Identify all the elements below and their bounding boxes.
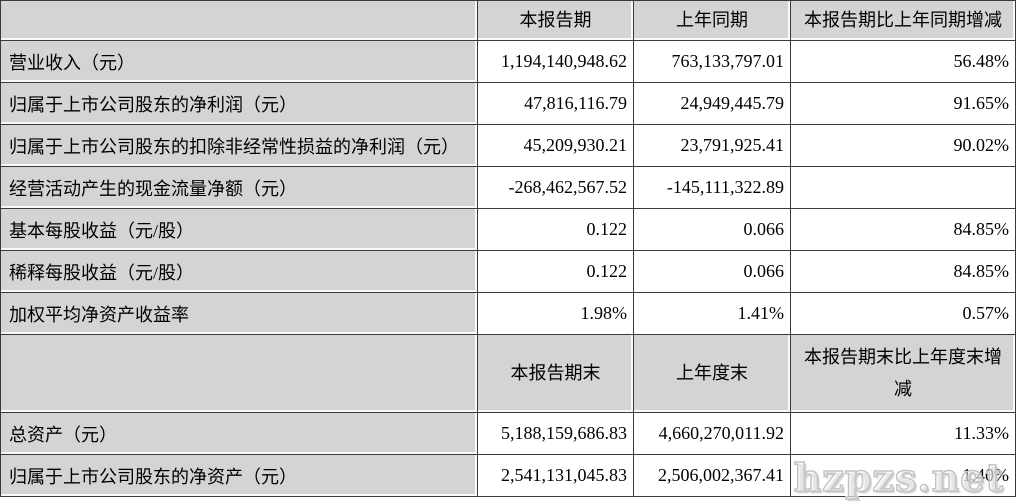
row-net-profit: 归属于上市公司股东的净利润（元） 47,816,116.79 24,949,44… [0, 82, 1016, 125]
row-weighted-average-roe: 加权平均净资产收益率 1.98% 1.41% 0.57% [0, 292, 1016, 335]
value-prior-period: 1.41% [633, 292, 791, 335]
value-prior-period: 23,791,925.41 [633, 124, 791, 167]
endpoint-header-current: 本报告期末 [477, 334, 634, 413]
metric-label: 归属于上市公司股东的净利润（元） [0, 82, 478, 125]
metric-label: 经营活动产生的现金流量净额（元） [0, 166, 478, 209]
value-current-period: -268,462,567.52 [477, 166, 634, 209]
period-header-current: 本报告期 [477, 0, 634, 41]
value-current-period: 45,209,930.21 [477, 124, 634, 167]
endpoint-header-prior: 上年度末 [633, 334, 791, 413]
value-current-period: 1.98% [477, 292, 634, 335]
metric-label: 总资产（元） [0, 412, 478, 455]
value-current-period: 0.122 [477, 250, 634, 293]
value-change: 1.40% [790, 454, 1016, 497]
period-header-change: 本报告期比上年同期增减 [790, 0, 1016, 41]
value-current-period: 47,816,116.79 [477, 82, 634, 125]
value-current-period: 1,194,140,948.62 [477, 40, 634, 83]
period-header-row: 本报告期 上年同期 本报告期比上年同期增减 [0, 0, 1016, 41]
metric-label: 归属于上市公司股东的扣除非经常性损益的净利润（元） [0, 124, 478, 167]
metric-label: 加权平均净资产收益率 [0, 292, 478, 335]
value-change: 91.65% [790, 82, 1016, 125]
row-operating-revenue: 营业收入（元） 1,194,140,948.62 763,133,797.01 … [0, 40, 1016, 83]
row-net-profit-deducting-nonrecurring: 归属于上市公司股东的扣除非经常性损益的净利润（元） 45,209,930.21 … [0, 124, 1016, 167]
value-prior-period: 763,133,797.01 [633, 40, 791, 83]
row-operating-cash-flow: 经营活动产生的现金流量净额（元） -268,462,567.52 -145,11… [0, 166, 1016, 209]
value-change [790, 166, 1016, 209]
period-header-empty-cell [0, 0, 478, 41]
metric-label: 稀释每股收益（元/股） [0, 250, 478, 293]
value-prior-period: 0.066 [633, 208, 791, 251]
value-prior-period: 4,660,270,011.92 [633, 412, 791, 455]
row-total-assets: 总资产（元） 5,188,159,686.83 4,660,270,011.92… [0, 412, 1016, 455]
endpoint-header-row: 本报告期末 上年度末 本报告期末比上年度末增减 [0, 334, 1016, 413]
row-diluted-eps: 稀释每股收益（元/股） 0.122 0.066 84.85% [0, 250, 1016, 293]
value-change: 90.02% [790, 124, 1016, 167]
value-change: 84.85% [790, 250, 1016, 293]
value-prior-period: 24,949,445.79 [633, 82, 791, 125]
period-header-prior: 上年同期 [633, 0, 791, 41]
value-change: 11.33% [790, 412, 1016, 455]
row-basic-eps: 基本每股收益（元/股） 0.122 0.066 84.85% [0, 208, 1016, 251]
value-change: 56.48% [790, 40, 1016, 83]
endpoint-header-change: 本报告期末比上年度末增减 [790, 334, 1016, 413]
value-change: 84.85% [790, 208, 1016, 251]
value-change: 0.57% [790, 292, 1016, 335]
value-prior-period: -145,111,322.89 [633, 166, 791, 209]
metric-label: 归属于上市公司股东的净资产（元） [0, 454, 478, 497]
metric-label: 基本每股收益（元/股） [0, 208, 478, 251]
value-current-period: 0.122 [477, 208, 634, 251]
value-prior-period: 2,506,002,367.41 [633, 454, 791, 497]
value-current-period: 5,188,159,686.83 [477, 412, 634, 455]
value-current-period: 2,541,131,045.83 [477, 454, 634, 497]
endpoint-header-empty-cell [0, 334, 478, 413]
row-net-assets: 归属于上市公司股东的净资产（元） 2,541,131,045.83 2,506,… [0, 454, 1016, 497]
metric-label: 营业收入（元） [0, 40, 478, 83]
value-prior-period: 0.066 [633, 250, 791, 293]
